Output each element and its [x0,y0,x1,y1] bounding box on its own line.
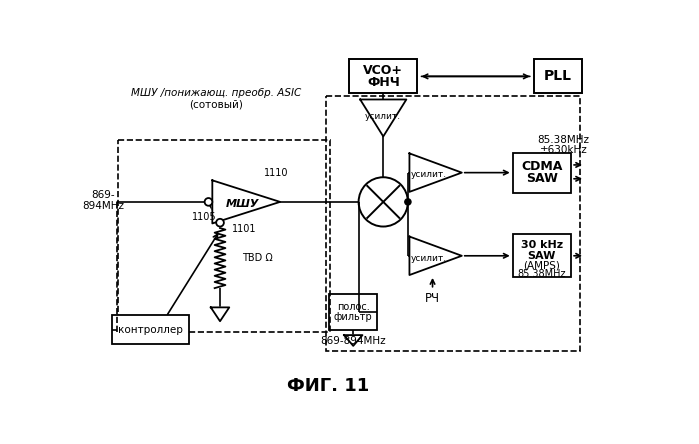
Text: SAW: SAW [526,172,558,185]
Text: ±630kHz: ±630kHz [540,145,587,155]
Text: 894MHz: 894MHz [82,201,124,211]
Text: CDMA: CDMA [521,160,563,173]
Text: ФИГ. 11: ФИГ. 11 [287,377,369,395]
Text: TBD Ω: TBD Ω [242,253,273,263]
Text: контроллер: контроллер [118,325,183,335]
Polygon shape [211,307,229,321]
Text: VCO+: VCO+ [363,64,403,78]
Bar [329,293,377,330]
Text: 1110: 1110 [264,168,289,178]
Polygon shape [360,99,406,136]
Text: 30 kHz: 30 kHz [521,240,563,250]
Bar [118,139,330,332]
Text: (AMPS): (AMPS) [524,261,561,271]
Text: усилит.: усилит. [365,112,401,121]
Text: PLL: PLL [544,69,572,83]
Text: МШУ: МШУ [226,199,259,209]
Text: 85.38MHz: 85.38MHz [518,269,566,279]
Text: SAW: SAW [528,251,556,261]
Bar [350,59,417,93]
Circle shape [405,199,411,205]
Text: фильтр: фильтр [334,313,373,322]
Text: усилит.: усилит. [410,170,447,179]
Text: 1101: 1101 [231,224,256,234]
Text: 869-: 869- [91,190,115,200]
Bar [512,153,571,193]
Polygon shape [410,237,462,275]
Text: (сотовый): (сотовый) [189,100,243,110]
Text: МШУ /понижающ. преобр. ASIC: МШУ /понижающ. преобр. ASIC [131,88,301,98]
Text: 85.38MHz: 85.38MHz [538,135,589,145]
Bar [326,96,580,350]
Text: 869-894MHz: 869-894MHz [320,336,386,346]
Polygon shape [344,335,363,346]
Text: полос.: полос. [337,301,370,312]
Circle shape [205,198,212,206]
Bar [534,59,582,93]
Circle shape [216,219,224,226]
Bar [113,315,189,345]
Bar [512,234,571,278]
Polygon shape [212,180,280,223]
Text: 1105: 1105 [192,211,216,222]
Text: ФНЧ: ФНЧ [367,76,400,89]
Polygon shape [410,153,462,192]
Circle shape [359,177,408,226]
Text: усилит.: усилит. [410,254,447,262]
Text: РЧ: РЧ [425,293,440,305]
